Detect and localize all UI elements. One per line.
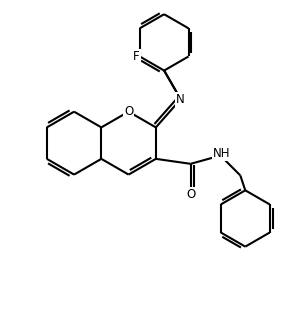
Text: F: F: [133, 50, 140, 63]
Text: NH: NH: [213, 147, 231, 160]
Text: O: O: [124, 105, 133, 118]
Text: N: N: [176, 93, 185, 106]
Text: O: O: [186, 188, 195, 201]
